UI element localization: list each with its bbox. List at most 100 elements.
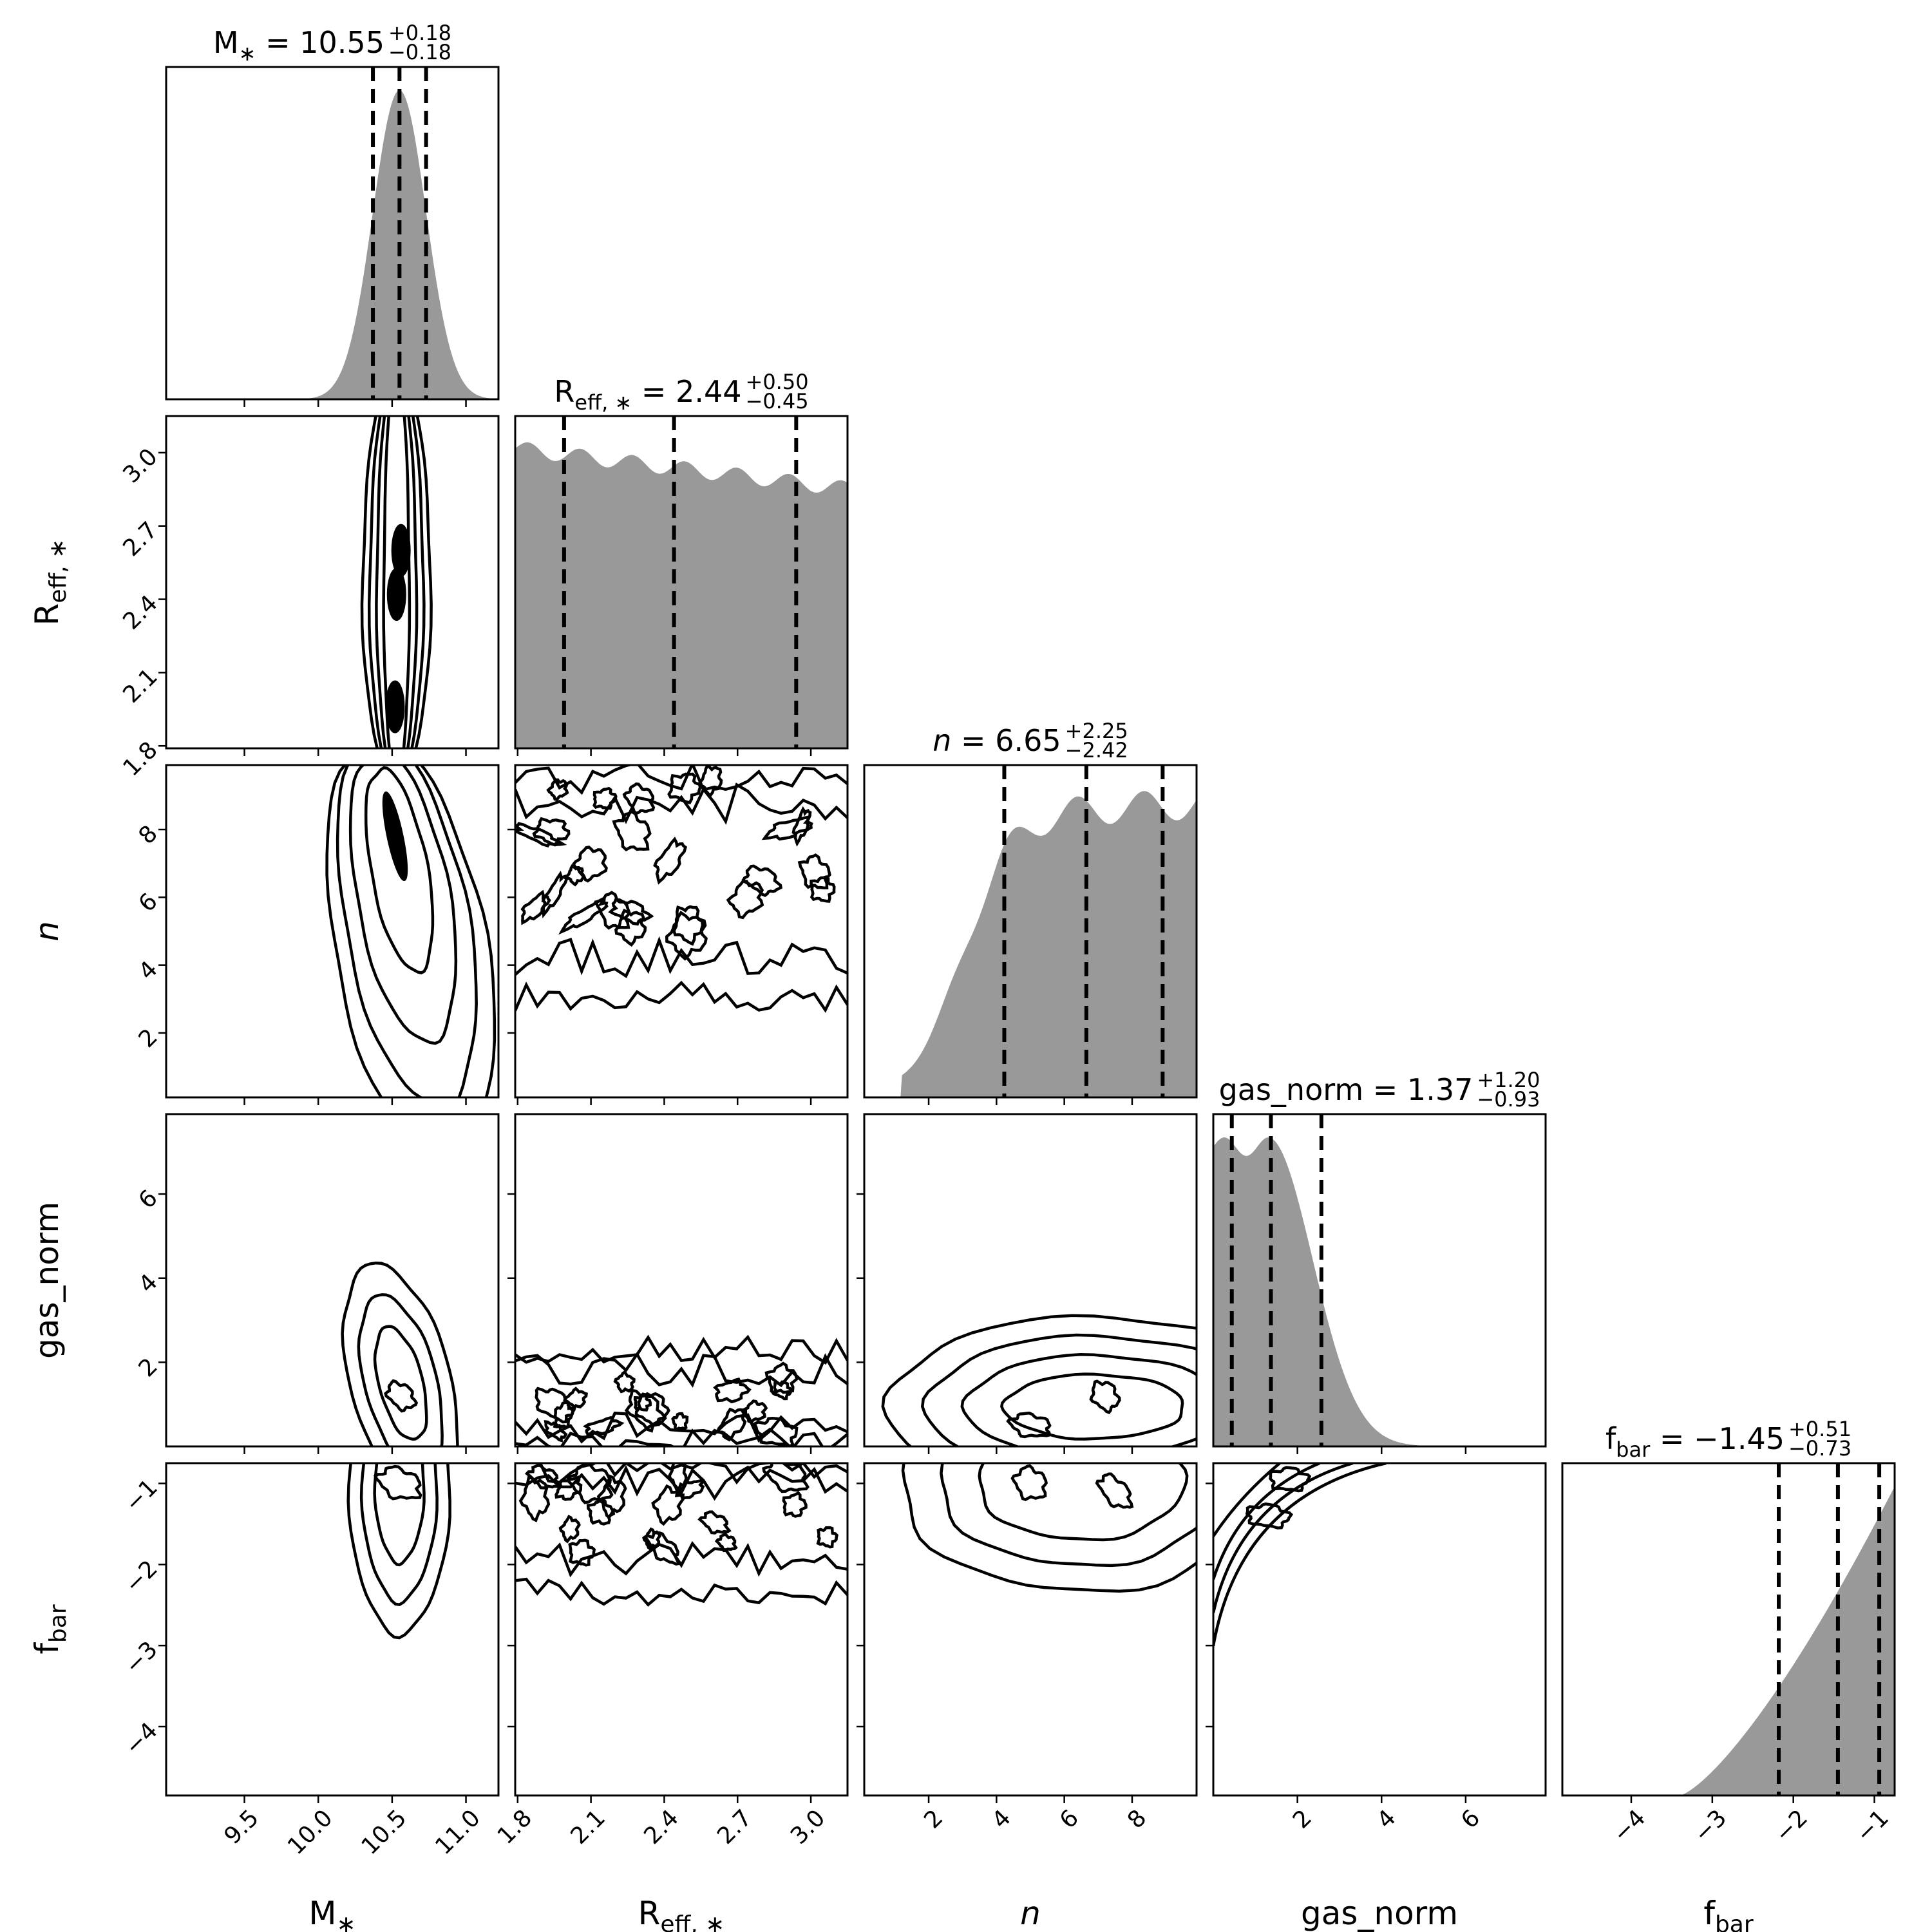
x-axis-label-sub-reff: eff, ∗ (660, 1911, 724, 1932)
x-axis-label-main-reff: R (638, 1895, 661, 1932)
contour-level-1 (357, 1293, 444, 1446)
noise-contour-9 (665, 911, 708, 961)
pair-panel-n-fbar (863, 1462, 1198, 1797)
noise-contour-10 (592, 786, 618, 810)
contour-level-2 (901, 1463, 1197, 1593)
noise-contour-5 (553, 1401, 575, 1430)
y-axis-label-main-reff: R (28, 603, 66, 626)
x-axis-label-main-n: n (1020, 1895, 1041, 1932)
y-tick-label-fbar-3: −1 (120, 1474, 163, 1517)
blob-right-core-path-0 (1006, 1411, 1052, 1439)
contour-level-2 (336, 765, 478, 1097)
title-sub-reff: eff, ∗ (574, 390, 632, 415)
frame-n-gas_norm (863, 1113, 1198, 1448)
noise-contour-7 (515, 822, 567, 848)
title-fbar: fbar = −1.45 (1605, 1421, 1785, 1462)
title-reff: Reff, ∗ = 2.44 (554, 374, 741, 415)
contours-n-gas_norm (881, 1314, 1197, 1446)
pair-panel-mstar-fbar (165, 1462, 500, 1797)
noise-contour-21 (565, 864, 585, 887)
noise-contour-14 (558, 1515, 581, 1544)
noise-contour-20 (653, 837, 688, 885)
y-tick-label-n-1: 4 (134, 956, 163, 985)
title-err-plus-n: +2.25 (1065, 719, 1128, 743)
noise-contour-13 (613, 1370, 636, 1394)
noisy-upper-core-path-1 (572, 845, 608, 883)
pair-panel-reff-n (514, 764, 849, 1099)
pair-panel-mstar-reff (165, 415, 500, 750)
x-axis-label-gas_norm: gas_norm (1301, 1895, 1458, 1932)
contours-mstar-reff (360, 416, 433, 748)
pair-panel-mstar-n (165, 764, 500, 1099)
y-tick-label-reff-4: 3.0 (118, 444, 162, 488)
noise-contour-15 (596, 1474, 627, 1520)
y-axis-label-sub-reff: eff, ∗ (45, 539, 71, 603)
inner-band-lower (515, 936, 848, 978)
y-axis-label-gas_norm: gas_norm (28, 1202, 66, 1359)
y-tick-label-reff-1: 2.1 (118, 663, 162, 708)
contours-reff-fbar (515, 1463, 848, 1607)
frame-reff-n (514, 764, 849, 1099)
contours-reff-n (515, 765, 848, 1013)
noise-contour-1 (674, 1478, 705, 1500)
x-tick-label-gas_norm-1: 4 (1372, 1804, 1401, 1833)
histogram-reff (515, 442, 848, 748)
noise-contour-6 (714, 1533, 738, 1553)
noise-contour-13 (532, 817, 571, 847)
pair-panel-mstar-gas_norm (165, 1113, 500, 1448)
title-err-minus-reff: −0.45 (746, 389, 809, 413)
blob-top-right-core-path-1 (1095, 1472, 1134, 1509)
y-axis-label-main-n: n (28, 921, 66, 942)
noise-contour-10 (816, 1526, 838, 1549)
noisy-upper-core-path-2 (741, 864, 782, 897)
x-tick-label-n-1: 4 (987, 1804, 1016, 1833)
noise-contour-12 (546, 778, 569, 802)
title-name-n: n (933, 723, 951, 758)
title-gas_norm: gas_norm = 1.37 (1219, 1072, 1473, 1107)
title-value-reff: = 2.44 (632, 374, 741, 409)
diag-panel-mstar: M∗ = 10.55 +0.18−0.18 (165, 21, 500, 401)
title-value-gas_norm: = 1.37 (1363, 1072, 1473, 1107)
noise-contour-4 (614, 908, 647, 947)
frame-mstar-n (165, 764, 500, 1099)
y-tick-label-reff-0: 1.8 (118, 737, 162, 781)
frame-mstar-reff (165, 415, 500, 750)
x-axis-label-mstar: M∗ (308, 1895, 355, 1932)
contour-l3 (367, 416, 426, 748)
x-tick-label-gas_norm-0: 2 (1288, 1804, 1317, 1833)
noise-contour-6 (672, 905, 705, 946)
noise-contour-8 (716, 1407, 748, 1442)
contours-reff-gas_norm (515, 1334, 848, 1446)
histogram-n (864, 791, 1197, 1097)
histogram-mstar (166, 90, 498, 400)
core-density-2 (391, 524, 411, 577)
noisy-top-core-path-1 (762, 1463, 810, 1493)
pair-panel-gas_norm-fbar (1212, 1462, 1547, 1797)
pair-panel-reff-gas_norm (514, 1113, 849, 1448)
title-err-plus-reff: +0.50 (746, 370, 809, 394)
y-tick-label-n-3: 8 (134, 820, 163, 849)
x-tick-label-reff-2: 2.4 (639, 1804, 683, 1849)
x-tick-label-reff-1: 2.1 (566, 1804, 611, 1849)
title-value-mstar: = 10.55 (256, 25, 384, 60)
noise-contour-2 (643, 1531, 681, 1566)
title-err-minus-gas_norm: −0.93 (1477, 1087, 1540, 1112)
noise-contour-3 (668, 1463, 688, 1493)
frame-reff-gas_norm (514, 1113, 849, 1448)
noise-contour-8 (642, 1527, 662, 1551)
noise-contour-1 (541, 870, 569, 918)
inner-band-lower (515, 1540, 848, 1578)
x-axis-label-main-mstar: M (308, 1895, 336, 1932)
noise-contour-18 (608, 898, 654, 926)
contour-level-0 (373, 1463, 426, 1567)
contour-level-1 (960, 1353, 1197, 1446)
blob-right-core-path-1 (1089, 1379, 1121, 1415)
outer-band-upper (538, 1463, 848, 1485)
noisy-upper-core-path-0 (622, 782, 656, 815)
histogram-fbar (1562, 1486, 1895, 1795)
noise-contour-16 (698, 765, 723, 798)
diag-panel-n: n = 6.65 +2.25−2.42 (863, 719, 1198, 1099)
title-value-fbar: = −1.45 (1650, 1421, 1785, 1456)
noise-contour-4 (671, 1412, 689, 1431)
